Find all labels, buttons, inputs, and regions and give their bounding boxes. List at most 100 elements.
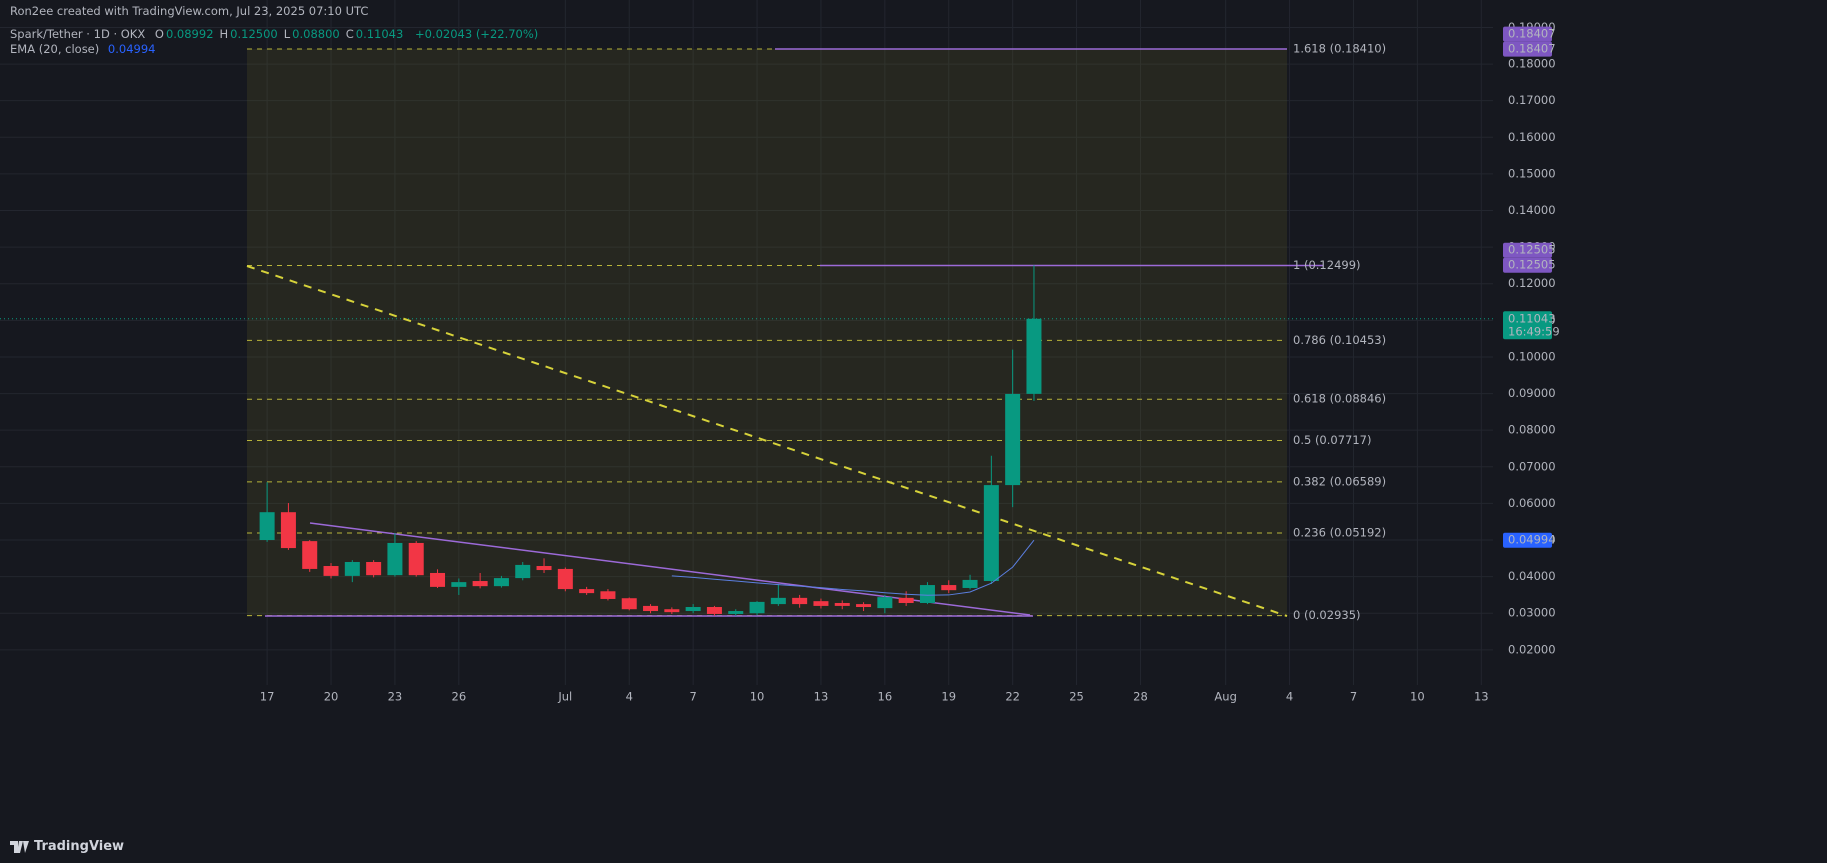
- price-badge-label: 0.11043: [1508, 311, 1556, 325]
- legend-row: Spark/Tether · 1D · OKX O 0.08992 H 0.12500…: [10, 27, 544, 41]
- candle-body: [557, 568, 573, 590]
- x-tick-label: 13: [1474, 690, 1489, 704]
- fib-level-label: 0.786 (0.10453): [1293, 333, 1386, 347]
- x-tick-label: 13: [814, 690, 829, 704]
- legend-key: H: [219, 27, 229, 41]
- x-tick-label: 7: [1350, 690, 1357, 704]
- ema-name: EMA (20, close): [10, 42, 100, 56]
- price-badge: [1503, 257, 1552, 273]
- ema-legend: EMA (20, close) 0.04994: [10, 42, 157, 56]
- legend-value: 0.12500: [230, 27, 278, 41]
- price-badge: [1503, 311, 1552, 340]
- y-tick-label: 0.02000: [1508, 642, 1556, 656]
- candle-body: [898, 597, 914, 603]
- price-badge-label: 0.12505: [1508, 258, 1556, 272]
- candle-body: [1026, 318, 1042, 394]
- fib-level-label: 0.5 (0.07717): [1293, 433, 1371, 447]
- candle-body: [706, 607, 722, 614]
- y-tick-label: 0.10000: [1508, 349, 1556, 363]
- x-tick-label: Jul: [557, 690, 572, 704]
- logo: [10, 840, 29, 853]
- candle-body: [323, 566, 339, 576]
- y-tick-label: 0.17000: [1508, 93, 1556, 107]
- price-badge: [1503, 532, 1552, 548]
- x-tick-label: 10: [750, 690, 765, 704]
- y-tick-label: 0.06000: [1508, 496, 1556, 510]
- y-tick-label: 0.08000: [1508, 423, 1556, 437]
- x-tick-label: 4: [1286, 690, 1293, 704]
- legend-key: O: [154, 27, 164, 41]
- candle-body: [579, 589, 595, 594]
- candle-body: [941, 585, 957, 591]
- fib-level-label: 1 (0.12499): [1293, 258, 1361, 272]
- candle-body: [877, 597, 893, 609]
- legend-value: 0.08800: [292, 27, 340, 41]
- x-tick-label: 19: [941, 690, 956, 704]
- price-badge: [1503, 41, 1552, 57]
- candle-body: [621, 598, 637, 610]
- candle-body: [472, 581, 488, 587]
- fib-level-label: 0.382 (0.06589): [1293, 474, 1386, 488]
- y-tick-label: 0.04000: [1508, 569, 1556, 583]
- fib-zone: [247, 49, 1287, 616]
- candle-body: [515, 564, 531, 579]
- price-badge-label: 0.18407: [1508, 42, 1556, 56]
- x-tick-label: 4: [626, 690, 633, 704]
- x-tick-label: 20: [324, 690, 339, 704]
- brand: TradingView: [34, 839, 125, 854]
- candle-body: [919, 585, 935, 603]
- x-tick-label: Aug: [1214, 690, 1236, 704]
- y-tick-label: 0.12000: [1508, 276, 1556, 290]
- candle-body: [536, 566, 552, 571]
- candle-body: [451, 582, 467, 587]
- x-tick-label: 22: [1005, 690, 1020, 704]
- symbol: Spark/Tether · 1D · OKX: [10, 27, 146, 41]
- price-badge: [1503, 242, 1552, 258]
- y-tick-label: 0.16000: [1508, 130, 1556, 144]
- x-tick-label: 28: [1133, 690, 1148, 704]
- candle-body: [813, 601, 829, 606]
- candle-body: [366, 561, 382, 576]
- candle-body: [344, 561, 360, 576]
- candle-body: [792, 597, 808, 605]
- credit: Ron2ee created with TradingView.com, Jul…: [10, 4, 369, 18]
- ohlc: O 0.08992 H 0.12500 L 0.08800 C 0.11043: [155, 27, 409, 41]
- candle-body: [685, 607, 701, 612]
- footer: TradingView: [10, 839, 124, 854]
- candle-body: [728, 611, 744, 614]
- candle-body: [259, 512, 275, 541]
- countdown-label: 16:49:59: [1508, 324, 1560, 338]
- candle-body: [600, 591, 616, 599]
- price-badge-label: 0.04994: [1508, 533, 1556, 547]
- candle-body: [770, 597, 786, 605]
- x-tick-label: 10: [1410, 690, 1425, 704]
- fib-level-label: 0.236 (0.05192): [1293, 525, 1386, 539]
- ema-line: [671, 539, 1035, 596]
- y-tick-label: 0.18000: [1508, 57, 1556, 71]
- x-tick-label: 16: [878, 690, 893, 704]
- fib-level-label: 0 (0.02935): [1293, 608, 1361, 622]
- ema-value: 0.04994: [107, 42, 156, 56]
- y-tick-label: 0.07000: [1508, 459, 1556, 473]
- trend-line: [246, 265, 1288, 617]
- candle-body: [749, 601, 765, 614]
- y-tick-label: 0.14000: [1508, 203, 1556, 217]
- fib-level-label: 0.618 (0.08846): [1293, 392, 1386, 406]
- candle-body: [387, 542, 403, 576]
- x-tick-label: 17: [260, 690, 275, 704]
- legend-key: L: [283, 27, 291, 41]
- candle-body: [834, 602, 850, 606]
- price-axis: [1493, 0, 1827, 706]
- legend-value: 0.08992: [165, 27, 214, 41]
- price-badge-label: 0.12505: [1508, 243, 1556, 257]
- price-badge-label: 0.18407: [1508, 27, 1556, 41]
- legend-key: C: [345, 27, 354, 41]
- y-tick-label: 0.03000: [1508, 606, 1556, 620]
- x-tick-label: 23: [388, 690, 403, 704]
- candle-body: [856, 604, 872, 608]
- y-tick-label: 0.15000: [1508, 166, 1556, 180]
- y-tick-label: 0.09000: [1508, 386, 1556, 400]
- candle-body: [430, 572, 446, 587]
